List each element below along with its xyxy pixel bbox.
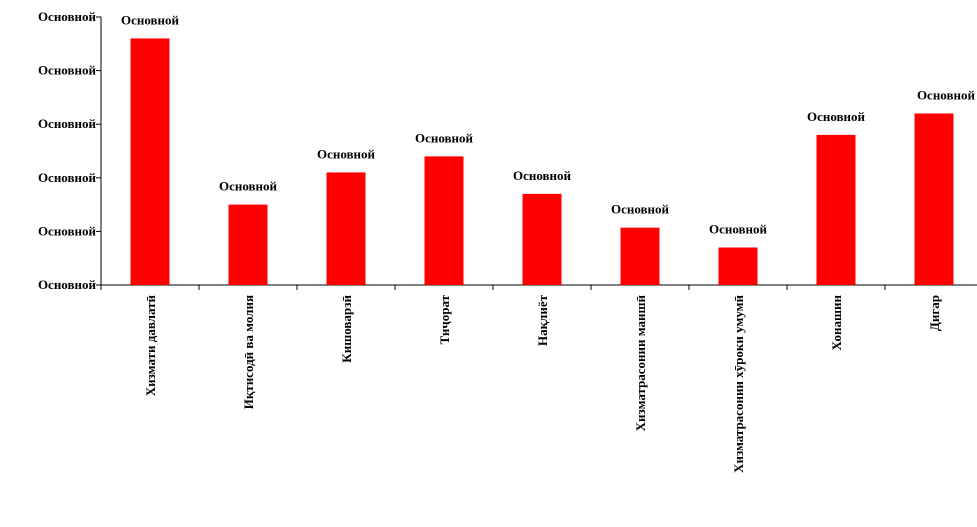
category-label: Хонашин [829, 294, 844, 350]
bar [326, 172, 366, 285]
category-label: Хизмати давлатӣ [143, 294, 158, 396]
y-tick-label: Основной [38, 277, 97, 292]
data-label: Основной [807, 109, 866, 124]
bar [228, 204, 268, 285]
category-label: Кишоварзӣ [339, 295, 354, 363]
y-axis: Основной Основной Основной Основной Основной… [38, 9, 102, 292]
y-tick-label: Основной [38, 170, 97, 185]
bar [718, 247, 758, 285]
bar [130, 38, 170, 285]
data-label: Основной [513, 168, 572, 183]
bar [424, 156, 464, 285]
data-label: Основной [121, 12, 180, 27]
data-label: Основной [415, 130, 474, 145]
y-tick-label: Основной [38, 9, 97, 24]
category-label: Тиҷорат [437, 294, 452, 344]
x-axis [100, 284, 977, 290]
category-label: Хизматрасонии маишӣ [633, 294, 648, 431]
y-tick-label: Основной [38, 116, 97, 131]
data-label: Основной [317, 146, 376, 161]
y-tick-label: Основной [38, 223, 97, 238]
bars [130, 38, 954, 285]
category-label: Нақлиёт [535, 294, 550, 346]
bar [816, 134, 856, 285]
data-label: Основной [917, 87, 976, 102]
category-labels: Хизмати давлатӣ Иқтисодӣ ва молия Кишоварз… [143, 294, 942, 473]
bar [620, 227, 660, 285]
category-label: Иқтисодӣ ва молия [241, 295, 256, 409]
bar [914, 113, 954, 285]
data-labels: Основной Основной Основной Основной Основной… [121, 12, 976, 236]
data-label: Основной [709, 221, 768, 236]
y-tick-label: Основной [38, 63, 97, 78]
category-label: Хизматрасонии хӯроки умумӣ [731, 294, 746, 472]
bar [522, 193, 562, 285]
data-label: Основной [611, 202, 670, 217]
category-label: Дигар [927, 295, 942, 331]
data-label: Основной [219, 179, 278, 194]
